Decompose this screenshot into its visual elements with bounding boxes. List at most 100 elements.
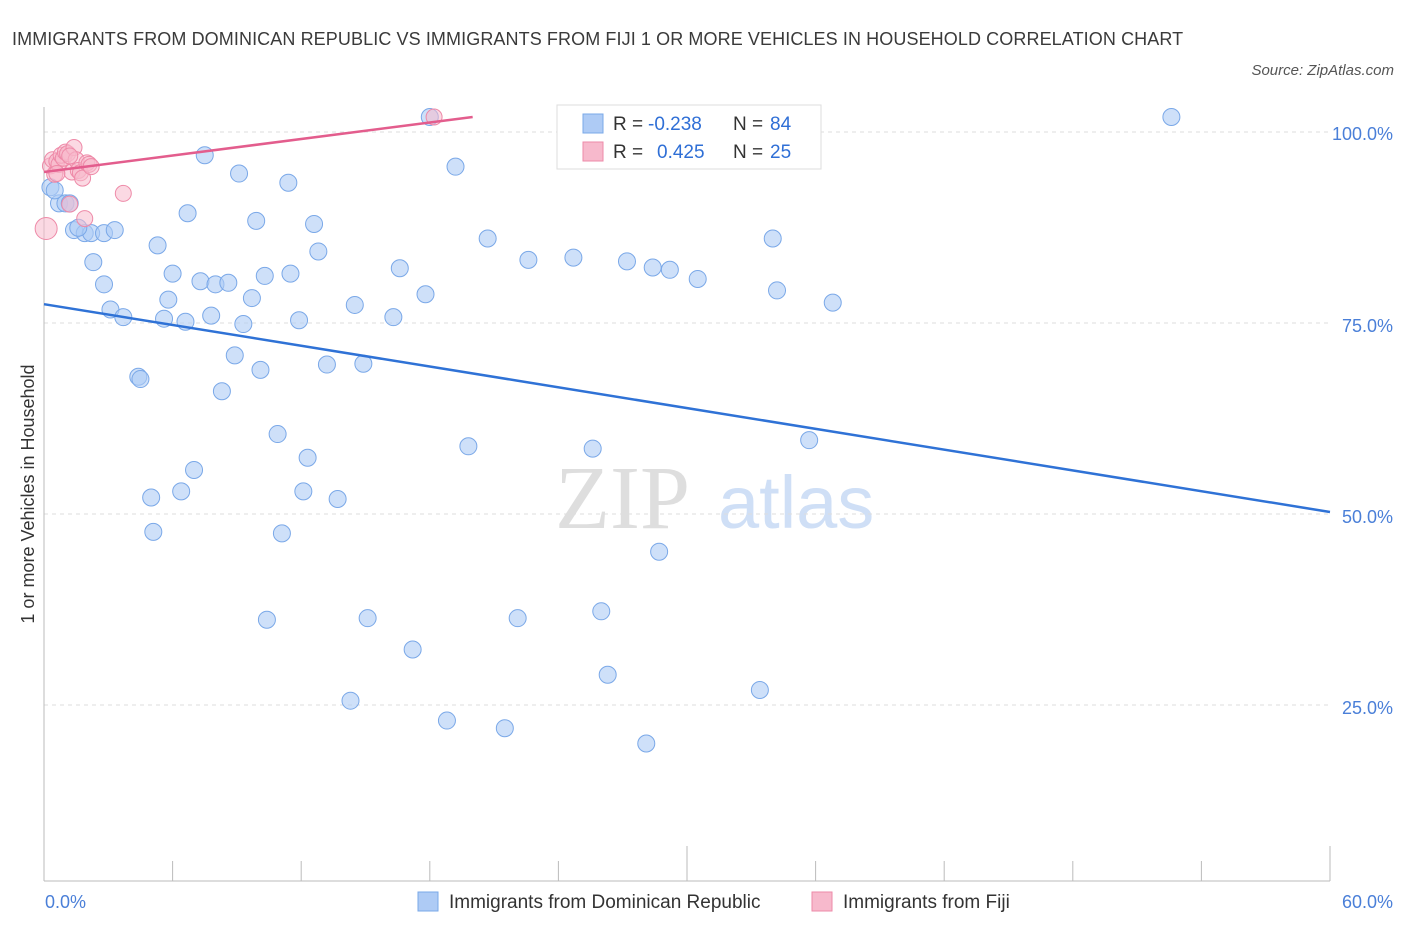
point-dominican-50: [328, 490, 347, 508]
point-dominican-11: [95, 275, 114, 294]
point-dominican-66: [519, 250, 538, 269]
legend-r-value-1: -0.238: [648, 114, 702, 135]
point-dominican-18: [148, 236, 167, 255]
point-dominican-56: [390, 259, 409, 278]
legend-r-value-2: 0.425: [657, 142, 705, 163]
legend-n-label-2: N =: [733, 142, 763, 163]
point-dominican-48: [309, 242, 328, 261]
point-dominican-57: [403, 640, 422, 659]
point-dominican-26: [191, 272, 210, 291]
x-axis-ticks: [43, 846, 1331, 881]
point-dominican-73: [643, 258, 662, 277]
point-dominican-33: [230, 164, 249, 183]
point-dominican-20: [159, 290, 178, 309]
point-dominican-69: [592, 602, 611, 621]
source-label: Source: ZipAtlas.com: [1251, 62, 1394, 79]
point-dominican-61: [446, 157, 465, 176]
point-dominican-38: [255, 266, 274, 285]
point-dominican-22: [172, 482, 191, 501]
point-fiji-23: [48, 165, 66, 183]
series-legend: Immigrants from Dominican Republic Immig…: [417, 891, 1010, 913]
point-dominican-32: [225, 346, 244, 365]
watermark: ZIP atlas: [555, 449, 874, 548]
point-dominican-72: [637, 734, 656, 753]
point-dominican-30: [212, 382, 231, 401]
trend-line-dominican: [43, 302, 1331, 514]
point-dominican-51: [341, 691, 360, 710]
point-dominican-37: [251, 360, 270, 379]
y-tick-label-75: 75.0%: [1342, 316, 1393, 336]
point-fiji-0: [34, 217, 58, 241]
point-dominican-81: [823, 293, 842, 312]
x-tick-label-max: 60.0%: [1342, 892, 1393, 912]
watermark-atlas: atlas: [718, 461, 874, 544]
point-dominican-78: [763, 229, 782, 248]
point-dominican-46: [298, 448, 317, 467]
point-dominican-82: [1162, 108, 1181, 126]
correlation-legend: R = -0.238 N = 84 R = 0.425 N = 25: [556, 104, 822, 170]
point-dominican-47: [305, 214, 324, 233]
legend-n-label-1: N =: [733, 114, 763, 135]
point-dominican-52: [345, 295, 364, 314]
legend-swatch-blue: [582, 113, 604, 134]
point-dominican-54: [358, 609, 377, 628]
y-tick-label-100: 100.0%: [1332, 124, 1393, 144]
point-dominican-28: [202, 306, 221, 325]
point-dominican-43: [281, 264, 300, 283]
x-tick-label-min: 0.0%: [45, 892, 86, 912]
point-dominican-76: [688, 269, 707, 288]
point-dominican-17: [144, 522, 163, 541]
legend-swatch-pink: [582, 141, 604, 162]
legend-r-label-2: R =: [613, 142, 643, 163]
point-fiji-21: [114, 184, 132, 202]
bottom-legend-label-blue: Immigrants from Dominican Republic: [449, 892, 761, 913]
point-dominican-58: [416, 285, 435, 304]
point-dominican-83: [45, 181, 64, 200]
point-dominican-39: [257, 610, 276, 629]
y-tick-label-50: 50.0%: [1342, 507, 1393, 527]
point-dominican-7: [105, 221, 124, 240]
point-dominican-67: [564, 248, 583, 267]
point-dominican-10: [84, 253, 103, 272]
point-dominican-71: [617, 252, 636, 271]
y-tick-labels: 100.0% 75.0% 50.0% 25.0%: [1332, 124, 1393, 718]
gridlines: [44, 131, 1330, 706]
y-tick-label-25: 25.0%: [1342, 698, 1393, 718]
point-dominican-70: [598, 665, 617, 684]
legend-r-label-1: R =: [613, 114, 643, 135]
bottom-legend-label-pink: Immigrants from Fiji: [843, 892, 1010, 913]
trend-line-fiji: [43, 115, 473, 174]
point-dominican-21: [163, 264, 182, 283]
point-dominican-41: [272, 524, 291, 543]
point-dominican-27: [195, 146, 214, 165]
bottom-legend-swatch-pink: [811, 891, 833, 912]
point-dominican-68: [583, 439, 602, 458]
point-dominican-79: [768, 281, 787, 300]
legend-n-value-2: 25: [770, 142, 791, 163]
point-dominican-77: [750, 681, 769, 699]
legend-n-value-1: 84: [770, 114, 792, 135]
point-dominican-49: [317, 355, 336, 374]
point-dominican-65: [508, 609, 527, 628]
point-dominican-42: [279, 173, 298, 192]
point-dominican-16: [142, 488, 161, 507]
point-dominican-31: [219, 273, 238, 292]
point-dominican-25: [185, 460, 204, 479]
point-dominican-44: [290, 311, 309, 330]
point-dominican-74: [650, 542, 669, 561]
point-dominican-34: [234, 315, 253, 334]
point-dominican-60: [437, 711, 456, 730]
point-dominican-40: [268, 425, 287, 444]
chart-title: IMMIGRANTS FROM DOMINICAN REPUBLIC VS IM…: [12, 29, 1184, 49]
trend-lines: [43, 115, 1331, 514]
point-dominican-15: [131, 370, 150, 389]
point-dominican-36: [247, 211, 266, 230]
point-dominican-64: [495, 719, 514, 738]
point-fiji-10: [61, 195, 79, 213]
point-dominican-80: [800, 431, 819, 450]
watermark-zip: ZIP: [555, 449, 690, 548]
point-dominican-45: [294, 482, 313, 501]
point-dominican-55: [384, 308, 403, 327]
point-fiji-17: [76, 210, 94, 228]
